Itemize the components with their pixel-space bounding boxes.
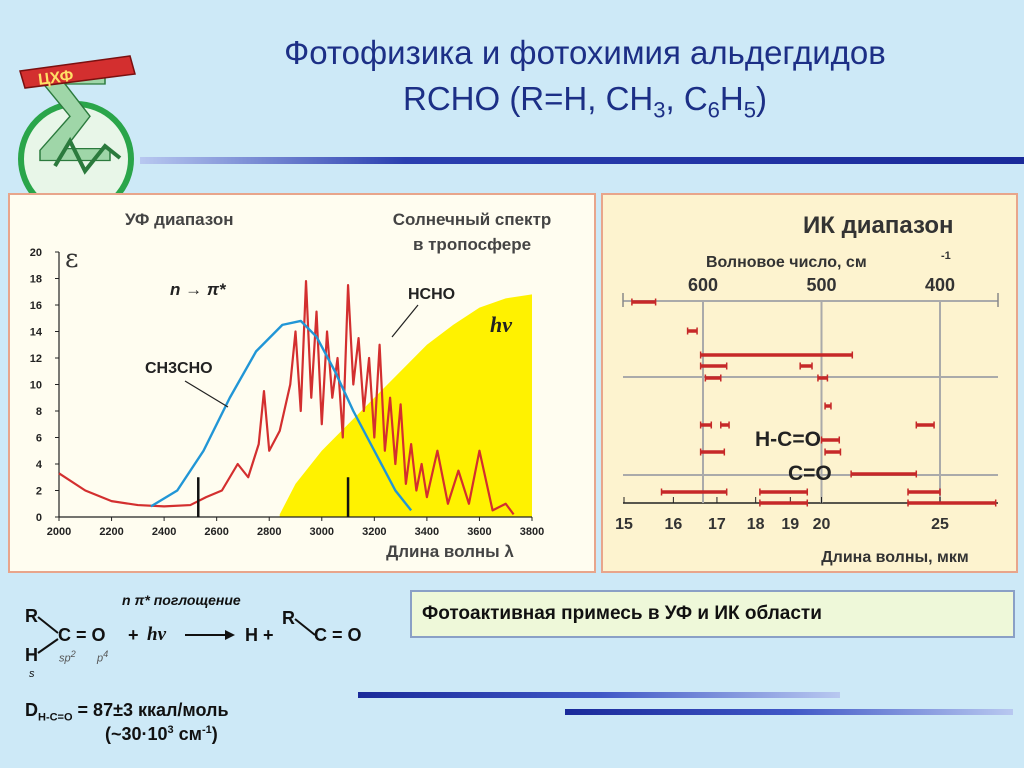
photon-hnu: hν <box>147 624 166 645</box>
logo-zigzag <box>53 136 122 175</box>
product-bond <box>294 618 316 636</box>
logo-text: ЦХФ <box>37 68 75 89</box>
uv-y-tick-label: 18 <box>30 274 42 286</box>
hcho-absorption-line <box>58 280 515 516</box>
uv-epsilon-label: ε <box>65 244 78 274</box>
uv-y-tick-label: 20 <box>30 247 42 259</box>
reactant-carbonyl: C = O <box>58 625 106 645</box>
uv-x-tick-label: 3200 <box>362 526 386 538</box>
ir-top-tick-label: 400 <box>925 275 955 295</box>
sp2-label: sp2 <box>59 649 76 665</box>
uv-x-tick-label: 2400 <box>152 526 176 538</box>
uv-x-tick-label: 3800 <box>520 526 544 538</box>
uv-chart-panel: 2000 2200 2400 2600 2800 3000 3200 3400 3600 3800… <box>8 193 596 573</box>
reaction-arrow <box>185 630 235 640</box>
institute-logo: ЦХФ <box>18 55 136 196</box>
ir-chart: ИК диапазон Волновое число, см -1 600 500 400… <box>615 212 999 566</box>
uv-y-tick-label: 6 <box>36 433 42 445</box>
title-divider <box>140 157 1024 164</box>
logo-red-banner <box>19 55 136 89</box>
bond-energy-wavenumber: (~30·103 см-1) <box>105 724 218 744</box>
product-r: R <box>282 608 295 628</box>
uv-n-pi-label: n → π* <box>170 280 227 299</box>
ir-x-axis-label: Длина волны, мкм <box>821 549 968 566</box>
uv-x-tick-label: 3600 <box>467 526 491 538</box>
ir-chart-panel: ИК диапазон Волновое число, см -1 600 500 400… <box>601 193 1018 573</box>
ir-top-axis-label-sup: -1 <box>941 250 951 262</box>
product-carbonyl: C = O <box>314 625 362 645</box>
uv-hcho-pointer <box>391 304 419 338</box>
uv-solar-subtitle-2: в тропосфере <box>413 235 531 254</box>
reactant-h: H <box>25 645 38 665</box>
uv-y-tick-label: 14 <box>30 327 43 339</box>
uv-y-tick-label: 4 <box>36 459 43 471</box>
uv-y-tick-label: 0 <box>36 512 42 524</box>
ir-bottom-tick-label: 16 <box>664 516 682 533</box>
uv-hcho-label: HCHO <box>408 286 455 303</box>
ir-bottom-tick-label: 25 <box>931 516 949 533</box>
slide-title-line1: Фотофизика и фотохимия альдегдидов <box>284 34 886 71</box>
uv-solar-subtitle-1: Солнечный спектр <box>393 210 552 229</box>
reactant-r: R <box>25 606 38 626</box>
ir-bottom-tick-label: 15 <box>615 516 633 533</box>
uv-title: УФ диапазон <box>125 210 233 229</box>
reaction-label: n π* поглощение <box>122 592 241 608</box>
ir-hco-label: H-C=O <box>755 428 821 451</box>
reactant-bonds <box>37 616 59 654</box>
solar-spectrum-area <box>279 294 532 517</box>
product-h: H + <box>245 625 274 645</box>
uv-x-tick-label: 3400 <box>415 526 439 538</box>
plus-sign: + <box>128 625 139 645</box>
bond-energy: DH-C=O = 87±3 ккал/моль <box>25 700 229 724</box>
ir-top-tick-label: 600 <box>688 275 718 295</box>
ir-top-tick-label: 500 <box>806 275 836 295</box>
uv-hnu-label: hν <box>490 312 512 337</box>
uv-ch3cho-label: CH3CHO <box>145 360 213 377</box>
slide-title-line2: RCHO (R=H, CH3, C6H5) <box>402 80 768 123</box>
uv-ch3cho-pointer <box>184 380 229 408</box>
uv-x-tick-label: 2000 <box>47 526 71 538</box>
p4-label: p4 <box>97 649 109 665</box>
uv-x-tick-label: 3000 <box>310 526 334 538</box>
uv-x-tick-label: 2600 <box>204 526 228 538</box>
ir-top-axis-label: Волновое число, см <box>706 254 867 271</box>
uv-y-tick-label: 16 <box>30 300 42 312</box>
uv-y-tick-label: 8 <box>36 406 42 418</box>
bottom-divider-1 <box>358 692 840 698</box>
ir-bottom-tick-label: 17 <box>708 516 726 533</box>
ir-bottom-tick-label: 18 <box>747 516 765 533</box>
uv-chart: 2000 2200 2400 2600 2800 3000 3200 3400 3600 3800… <box>30 210 552 561</box>
uv-y-tick-label: 2 <box>36 486 42 498</box>
bottom-divider-2 <box>565 709 1013 715</box>
ir-bottom-tick-label: 19 <box>781 516 799 533</box>
uv-x-axis-label: Длина волны λ <box>386 542 514 561</box>
reactant-s: s <box>29 668 35 680</box>
uv-y-tick-label: 12 <box>30 353 42 365</box>
ir-co-label: C=O <box>788 462 832 485</box>
uv-x-tick-label: 2200 <box>99 526 123 538</box>
ir-bottom-tick-label: 20 <box>813 516 831 533</box>
ch3cho-absorption-line <box>150 319 413 512</box>
uv-y-tick-label: 10 <box>30 380 42 392</box>
ir-title: ИК диапазон <box>803 212 954 239</box>
uv-x-tick-label: 2800 <box>257 526 281 538</box>
note-box: Фотоактивная примесь в УФ и ИК области <box>410 590 1015 638</box>
